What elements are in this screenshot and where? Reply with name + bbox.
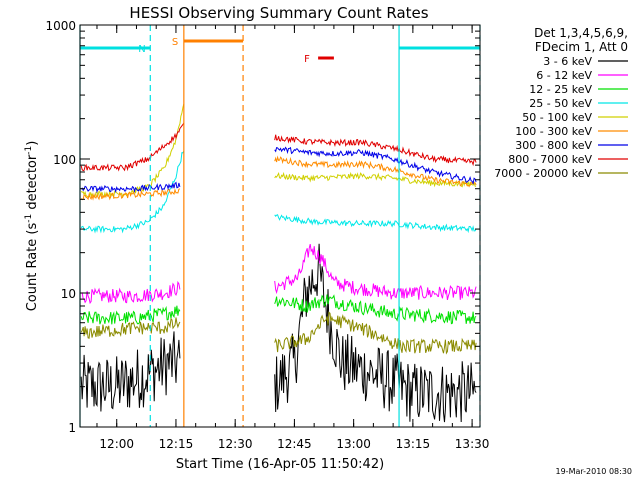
- series-line-100-300-kev: [80, 155, 477, 201]
- x-axis-ticks: 12:00 12:15 12:30 12:45 13:00 13:15 13:30: [96, 25, 490, 451]
- x-tick-label-12-00: 12:00: [99, 437, 134, 451]
- series-line-6-12-kev: [81, 243, 477, 305]
- plot-area: NSF 12:00 12:15 12:30 12:45 13:00 13:15 13:30 …: [45, 19, 489, 451]
- legend-label-50-100-kev: 50 - 100 keV: [522, 111, 592, 124]
- y-tick-label-1: 1: [68, 421, 76, 435]
- legend-label-12-25-kev: 12 - 25 keV: [529, 83, 592, 96]
- series-line-12-25-kev: [80, 294, 477, 325]
- x-tick-label-12-30: 12:30: [218, 437, 253, 451]
- series-layer: [80, 103, 477, 423]
- flags-layer: N S F: [80, 37, 480, 65]
- y-tick-label-100: 100: [53, 153, 76, 167]
- plot-frame: [79, 24, 481, 428]
- series-line-3-6-kev: [80, 243, 477, 423]
- plot-timestamp: 19-Mar-2010 08:30: [556, 467, 633, 476]
- y-axis-label: Count Rate (s-1 detector-1): [24, 141, 40, 312]
- legend-label-6-12-kev: 6 - 12 keV: [536, 69, 592, 82]
- series-line-300-800-kev: [80, 146, 477, 194]
- flag-label-f: F: [304, 54, 310, 65]
- series-line-800-7000-kev: [80, 122, 477, 172]
- legend-header-line-1: Det 1,3,4,5,6,9,: [534, 26, 628, 40]
- series-line-25-50-kev: [80, 150, 477, 234]
- flag-label-n: N: [138, 44, 145, 55]
- x-tick-label-13-15: 13:15: [396, 437, 431, 451]
- y-tick-label-1000: 1000: [45, 19, 76, 33]
- x-tick-label-12-15: 12:15: [159, 437, 194, 451]
- legend: Det 1,3,4,5,6,9, FDecim 1, Att 0 3 - 6 k…: [494, 26, 628, 180]
- legend-label-3-6-kev: 3 - 6 keV: [543, 55, 592, 68]
- series-line-7000-20000-kev: [80, 311, 477, 355]
- y-axis-ticks: 1 10 100 1000: [45, 19, 480, 435]
- y-tick-label-10: 10: [61, 287, 76, 301]
- legend-header-line-2: FDecim 1, Att 0: [535, 40, 628, 54]
- legend-label-100-300-kev: 100 - 300 keV: [515, 125, 592, 138]
- series-line-50-100-kev: [80, 103, 477, 199]
- legend-label-300-800-kev: 300 - 800 keV: [515, 139, 592, 152]
- chart-title: HESSI Observing Summary Count Rates: [129, 4, 428, 22]
- legend-label-25-50-kev: 25 - 50 keV: [529, 97, 592, 110]
- legend-label-7000-20000-kev: 7000 - 20000 keV: [494, 167, 592, 180]
- x-tick-label-12-45: 12:45: [277, 437, 312, 451]
- x-tick-label-13-30: 13:30: [455, 437, 490, 451]
- flag-label-s: S: [172, 37, 178, 48]
- x-axis-label: Start Time (16-Apr-05 11:50:42): [176, 457, 384, 472]
- legend-label-800-7000-kev: 800 - 7000 keV: [508, 153, 592, 166]
- x-tick-label-13-00: 13:00: [336, 437, 371, 451]
